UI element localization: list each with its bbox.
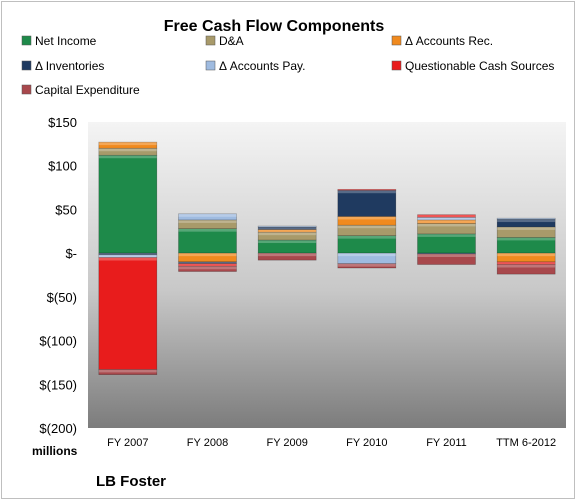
bar-segment-highlight bbox=[258, 253, 317, 257]
bar-segment-highlight bbox=[497, 237, 556, 241]
bar-segment-highlight bbox=[337, 235, 396, 239]
bar-segment-highlight bbox=[417, 254, 476, 258]
bar-segment-highlight bbox=[98, 148, 157, 152]
x-axis: FY 2007 FY 2008 FY 2009 FY 2010 FY 2011 TTM 6… bbox=[107, 437, 556, 449]
company-name: LB Foster bbox=[96, 473, 166, 490]
x-tick-label: TTM 6-2012 bbox=[496, 437, 556, 449]
bar-segment-highlight bbox=[178, 253, 237, 257]
bar-segment-highlight bbox=[417, 233, 476, 237]
legend-swatch-capital-expenditure bbox=[21, 84, 32, 95]
y-tick-label: $- bbox=[65, 246, 77, 261]
bar-segment-highlight bbox=[497, 219, 556, 223]
bar-segment-highlight bbox=[337, 189, 396, 191]
x-tick-label: FY 2011 bbox=[426, 437, 467, 449]
chart-title: Free Cash Flow Components bbox=[164, 18, 385, 35]
y-axis: $150 $100 $50 $- $(50) $(100) $(150) $(200) bbox=[39, 115, 77, 436]
bar-segment-highlight bbox=[497, 218, 556, 220]
y-tick-label: $50 bbox=[55, 202, 77, 217]
bar-segment-highlight bbox=[98, 253, 157, 255]
bar-segment-highlight bbox=[178, 261, 237, 264]
legend-label-questionable-cash-sources: Questionable Cash Sources bbox=[405, 59, 554, 73]
legend-swatch-accounts-rec bbox=[391, 35, 402, 46]
bar-segment-highlight bbox=[258, 232, 317, 236]
legend-swatch-inventories bbox=[21, 60, 32, 71]
legend-swatch-accounts-pay bbox=[205, 60, 216, 71]
bar-segment-highlight bbox=[98, 155, 157, 159]
bar-segment-highlight bbox=[417, 217, 476, 220]
bar-segment-inventories bbox=[98, 252, 158, 256]
plot-area bbox=[88, 122, 566, 428]
x-tick-label: FY 2009 bbox=[266, 437, 307, 449]
bar-segment-capital-expenditure bbox=[417, 253, 476, 265]
bar-segment-questionable-cash-sources bbox=[417, 214, 476, 218]
bar-segment-highlight bbox=[417, 223, 476, 227]
bar-segment-highlight bbox=[258, 226, 317, 228]
legend-label-d-a: D&A bbox=[219, 34, 244, 48]
bar-segment-accounts-rec bbox=[98, 141, 158, 149]
bar-segment-questionable-cash-sources bbox=[337, 189, 397, 191]
bar-segment-highlight bbox=[178, 213, 237, 217]
bars bbox=[98, 141, 556, 375]
bar-segment-capital-expenditure bbox=[337, 263, 397, 269]
bar-segment-highlight bbox=[497, 253, 556, 257]
units-label: millions bbox=[32, 444, 78, 458]
bar-segment-highlight bbox=[178, 219, 237, 223]
bar-segment-highlight bbox=[258, 229, 317, 233]
bar-segment-highlight bbox=[337, 225, 396, 229]
y-tick-label: $(200) bbox=[39, 421, 77, 436]
bar-segment-capital-expenditure bbox=[496, 264, 556, 275]
bar-segment-highlight bbox=[98, 257, 157, 261]
bar-segment-highlight bbox=[178, 228, 237, 232]
legend-label-net-income: Net Income bbox=[35, 34, 97, 48]
legend-label-inventories: Δ Inventories bbox=[35, 59, 104, 73]
legend-label-accounts-pay: Δ Accounts Pay. bbox=[219, 59, 306, 73]
bar-segment-inventories bbox=[337, 189, 397, 217]
y-tick-label: $(100) bbox=[39, 334, 77, 349]
bar-segment-capital-expenditure bbox=[178, 265, 237, 272]
legend-swatch-d-a bbox=[205, 35, 216, 46]
bar-segment-highlight bbox=[258, 240, 317, 244]
bar-segment-highlight bbox=[497, 264, 556, 268]
bar-segment-accounts-pay bbox=[257, 225, 317, 228]
y-tick-label: $100 bbox=[48, 159, 77, 174]
bar-segment-highlight bbox=[178, 263, 237, 267]
legend-swatch-net-income bbox=[21, 35, 32, 46]
bar-segment-highlight bbox=[417, 214, 476, 218]
bar-segment-accounts-pay bbox=[496, 217, 556, 220]
bar-segment-highlight bbox=[98, 254, 157, 258]
bar-segment-questionable-cash-sources bbox=[98, 257, 158, 370]
bar-segment-highlight bbox=[497, 261, 556, 265]
x-tick-label: FY 2008 bbox=[187, 437, 228, 449]
bar-segment-highlight bbox=[98, 142, 157, 146]
bar-segment-highlight bbox=[178, 266, 237, 270]
bar-segment-highlight bbox=[417, 253, 476, 255]
bar-segment-highlight bbox=[337, 263, 396, 267]
legend: Net Income D&A Δ Accounts Rec. Δ Inventorie… bbox=[21, 34, 554, 97]
bar-segment-highlight bbox=[497, 226, 556, 230]
bar-segment-highlight bbox=[337, 253, 396, 257]
y-tick-label: $150 bbox=[48, 115, 77, 130]
bar-segment-capital-expenditure bbox=[257, 252, 317, 261]
y-tick-label: $(150) bbox=[39, 377, 77, 392]
bar-segment-highlight bbox=[98, 369, 157, 373]
bar-segment-highlight bbox=[337, 216, 396, 220]
bar-segment-highlight bbox=[258, 226, 317, 230]
legend-label-accounts-rec: Δ Accounts Rec. bbox=[405, 34, 493, 48]
bar-segment-highlight bbox=[337, 190, 396, 194]
bar-segment-capital-expenditure bbox=[98, 369, 158, 375]
bar-segment-net-income bbox=[98, 154, 158, 254]
legend-label-capital-expenditure: Capital Expenditure bbox=[35, 83, 140, 97]
bar-segment-net-income bbox=[178, 228, 237, 254]
bar-segment-d-a bbox=[98, 147, 158, 156]
bar-segment-accounts-pay bbox=[178, 213, 237, 221]
x-tick-label: FY 2007 bbox=[107, 437, 148, 449]
legend-swatch-questionable-cash-sources bbox=[391, 60, 402, 71]
x-tick-label: FY 2010 bbox=[346, 437, 387, 449]
y-tick-label: $(50) bbox=[47, 290, 77, 305]
bar-segment-highlight bbox=[417, 219, 476, 223]
